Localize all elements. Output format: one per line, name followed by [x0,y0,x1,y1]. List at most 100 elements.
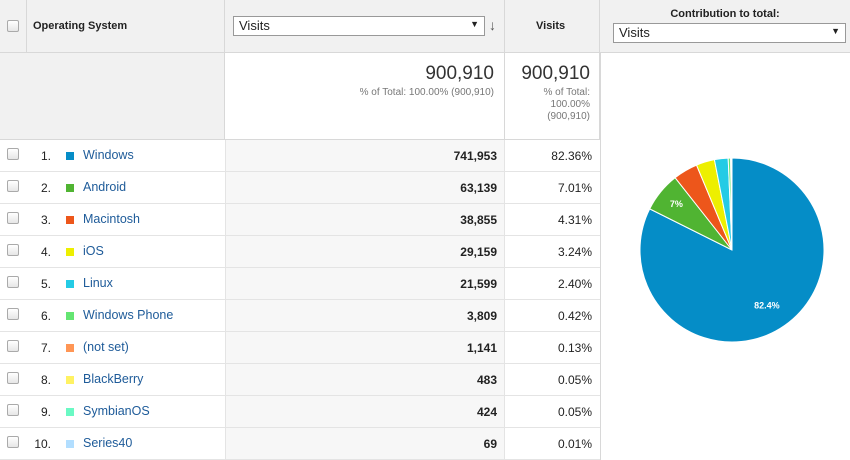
rank: 6. [40,309,51,323]
header-cell: Visits ▼ ↓ [225,0,505,53]
row-checkbox[interactable] [7,276,19,288]
table-row: 5. Linux 21,599 2.40% [0,268,600,300]
share-value: 7.01% [557,181,592,195]
dropdown-arrow: ▼ [470,19,479,29]
os-link[interactable]: Series40 [83,436,133,450]
total-value: 900,910 [521,63,590,84]
total-value: 900,910 [425,63,494,84]
share-value: 0.42% [557,309,592,323]
os-link[interactable]: Windows Phone [83,308,174,322]
os-link[interactable]: Linux [83,276,113,290]
rank: 1. [40,149,51,163]
contribution-dropdown[interactable]: Visits ▼ [613,23,846,43]
color-swatch [66,312,74,320]
header-cell [0,0,27,53]
column-header[interactable]: Operating System [33,20,128,32]
visits-cell [225,268,505,299]
visits-value: 29,159 [460,245,497,259]
rank: 4. [40,245,51,259]
visits-value: 424 [476,405,497,419]
visits-value: 38,855 [460,213,497,227]
os-link[interactable]: SymbianOS [83,404,150,418]
visits-value: 63,139 [460,181,497,195]
totals-label-cell [0,53,225,140]
visits-cell [225,428,505,459]
rank: 9. [40,405,51,419]
table-row: 9. SymbianOS 424 0.05% [0,396,600,428]
select-all-checkbox[interactable] [7,20,19,32]
total-note: % of Total: 100.00% (900,910) [359,87,494,98]
os-link[interactable]: Android [83,180,127,194]
visits-cell [225,172,505,203]
visits-cell [225,364,505,395]
color-swatch [66,344,74,352]
dropdown-value: Visits [619,25,650,40]
table-row: 2. Android 63,139 7.01% [0,172,600,204]
table-row: 10. Series40 69 0.01% [0,428,600,460]
visits-cell [225,236,505,267]
totals-cell: 900,910 % of Total: 100.00% (900,910) [225,53,505,140]
visits-value: 21,599 [460,277,497,291]
share-value: 2.40% [557,277,592,291]
pie-panel: 82.4% 7% [600,53,850,460]
os-link[interactable]: BlackBerry [83,372,144,386]
visits-cell [225,140,505,171]
visits-cell [225,332,505,363]
dropdown-value: Visits [239,18,270,33]
column-header: Contribution to total: [670,8,780,20]
column-header[interactable]: Visits [536,20,566,32]
rank: 2. [40,181,51,195]
os-link[interactable]: iOS [83,244,104,258]
visits-value: 741,953 [453,149,497,163]
table-row: 1. Windows 741,953 82.36% [0,140,600,172]
visits-value: 1,141 [466,341,497,355]
header-cell: Contribution to total: Visits ▼ [600,0,850,53]
table-row: 3. Macintosh 38,855 4.31% [0,204,600,236]
visits-cell [225,204,505,235]
totals-cell: 900,910 % of Total: 100.00% (900,910) [505,53,600,140]
os-link[interactable]: (not set) [83,340,129,354]
share-value: 0.01% [557,437,592,451]
row-checkbox[interactable] [7,180,19,192]
row-checkbox[interactable] [7,404,19,416]
share-value: 3.24% [557,245,592,259]
rank: 7. [40,341,51,355]
row-checkbox[interactable] [7,308,19,320]
visits-value: 483 [476,373,497,387]
os-link[interactable]: Macintosh [83,212,140,226]
table-row: 8. BlackBerry 483 0.05% [0,364,600,396]
table-row: 6. Windows Phone 3,809 0.42% [0,300,600,332]
color-swatch [66,408,74,416]
rank: 3. [40,213,51,227]
row-checkbox[interactable] [7,340,19,352]
color-swatch [66,216,74,224]
os-link[interactable]: Windows [83,148,134,162]
row-checkbox[interactable] [7,148,19,160]
visits-value: 3,809 [466,309,497,323]
row-checkbox[interactable] [7,372,19,384]
rank: 8. [40,373,51,387]
dropdown-arrow: ▼ [831,26,840,36]
table-row: 4. iOS 29,159 3.24% [0,236,600,268]
row-checkbox[interactable] [7,212,19,224]
pie-chart: 82.4% 7% [639,157,825,343]
metric-dropdown[interactable]: Visits ▼ [233,16,485,36]
header-cell: Operating System [27,0,225,53]
row-checkbox[interactable] [7,244,19,256]
share-value: 0.13% [557,341,592,355]
header-cell: Visits [505,0,600,53]
total-note: % of Total: 100.00% (900,910) [543,87,590,122]
color-swatch [66,248,74,256]
color-swatch [66,280,74,288]
color-swatch [66,184,74,192]
color-swatch [66,376,74,384]
table-row: 7. (not set) 1,141 0.13% [0,332,600,364]
sort-arrow[interactable]: ↓ [489,17,496,33]
slice-label: 7% [670,199,683,209]
row-checkbox[interactable] [7,436,19,448]
visits-cell [225,396,505,427]
share-value: 0.05% [557,405,592,419]
share-value: 0.05% [557,373,592,387]
visits-value: 69 [483,437,497,451]
